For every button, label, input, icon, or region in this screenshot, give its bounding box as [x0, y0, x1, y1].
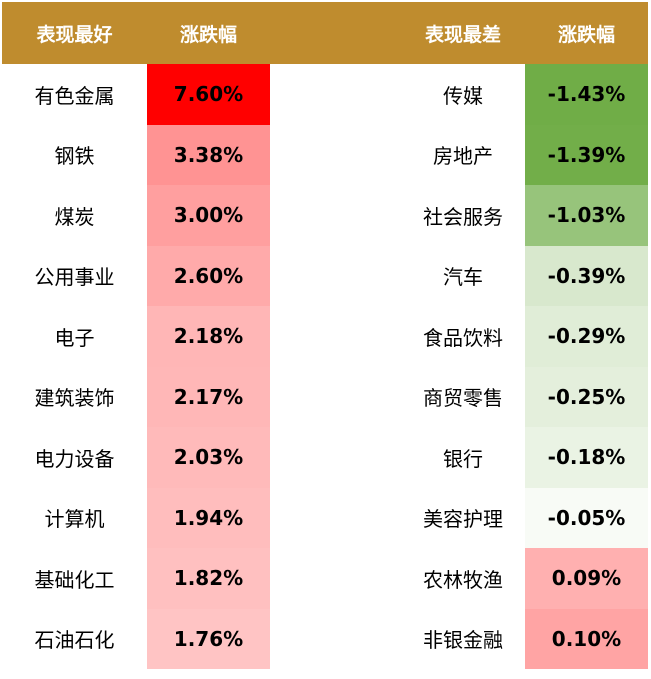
row-spacer	[270, 427, 401, 488]
worst-sector-header: 表现最差	[401, 2, 525, 64]
best-sector-name: 公用事业	[34, 265, 115, 290]
best-sector-name: 电力设备	[34, 446, 115, 471]
row-spacer	[270, 306, 401, 367]
best-sector-change: 3.00%	[147, 185, 270, 246]
row-spacer	[270, 124, 401, 185]
row-spacer	[270, 64, 401, 125]
worst-sector-name: 房地产	[433, 144, 493, 169]
best-sector-change: 2.18%	[147, 306, 270, 367]
table-row: 钢铁 3.38% 房地产 -1.39%	[2, 124, 648, 185]
table-row: 有色金属 7.60% 传媒 -1.43%	[2, 64, 648, 125]
sector-performance-table: 表现最好 涨跌幅 表现最差 涨跌幅 有色金属 7.60% 传媒 -1.43% 钢铁 3.3…	[2, 2, 648, 669]
best-sector-change: 2.03%	[147, 427, 270, 488]
worst-sector-name: 汽车	[443, 265, 483, 290]
worst-sector-name: 社会服务	[423, 204, 503, 229]
table-row: 公用事业 2.60% 汽车 -0.39%	[2, 245, 648, 306]
best-sector-change: 2.17%	[147, 366, 270, 427]
worst-sector-change: -1.43%	[525, 64, 648, 125]
worst-sector-name: 食品饮料	[423, 325, 503, 350]
best-sector-name: 有色金属	[34, 83, 115, 108]
row-spacer	[270, 487, 401, 548]
worst-sector-name: 非银金融	[423, 628, 503, 653]
best-sector-change: 1.76%	[147, 608, 270, 669]
row-spacer	[270, 548, 401, 609]
worst-sector-name: 传媒	[443, 83, 483, 108]
row-spacer	[270, 185, 401, 246]
worst-sector-change: -0.25%	[525, 366, 648, 427]
row-spacer	[270, 608, 401, 669]
table-row: 电力设备 2.03% 银行 -0.18%	[2, 427, 648, 488]
best-sector-name: 钢铁	[54, 144, 95, 169]
table-row: 基础化工 1.82% 农林牧渔 0.09%	[2, 548, 648, 609]
best-sector-change: 1.94%	[147, 487, 270, 548]
best-sector-name: 石油石化	[34, 628, 115, 653]
best-sector-change: 3.38%	[147, 124, 270, 185]
best-sector-name: 基础化工	[34, 567, 115, 592]
worst-sector-name: 银行	[443, 446, 483, 471]
worst-sector-change: -1.03%	[525, 185, 648, 246]
table-row: 煤炭 3.00% 社会服务 -1.03%	[2, 185, 648, 246]
worst-change-header: 涨跌幅	[525, 2, 648, 64]
worst-sector-name: 美容护理	[423, 507, 503, 532]
worst-sector-change: -0.05%	[525, 487, 648, 548]
worst-sector-change: 0.10%	[525, 608, 648, 669]
worst-sector-change: -0.39%	[525, 245, 648, 306]
table-row: 电子 2.18% 食品饮料 -0.29%	[2, 306, 648, 367]
row-spacer	[270, 245, 401, 306]
worst-sector-change: -1.39%	[525, 124, 648, 185]
header-row: 表现最好 涨跌幅 表现最差 涨跌幅	[2, 2, 648, 64]
best-sector-name: 计算机	[44, 507, 105, 532]
best-change-header: 涨跌幅	[147, 2, 270, 64]
worst-sector-change: 0.09%	[525, 548, 648, 609]
best-sector-name: 电子	[54, 325, 95, 350]
header-spacer	[270, 2, 401, 64]
best-sector-name: 煤炭	[54, 204, 95, 229]
worst-sector-name: 农林牧渔	[423, 567, 503, 592]
best-sector-header: 表现最好	[2, 2, 147, 64]
table-row: 石油石化 1.76% 非银金融 0.10%	[2, 608, 648, 669]
worst-sector-change: -0.29%	[525, 306, 648, 367]
best-sector-change: 2.60%	[147, 245, 270, 306]
table-row: 计算机 1.94% 美容护理 -0.05%	[2, 487, 648, 548]
best-sector-change: 7.60%	[147, 64, 270, 125]
row-spacer	[270, 366, 401, 427]
table-row: 建筑装饰 2.17% 商贸零售 -0.25%	[2, 366, 648, 427]
worst-sector-name: 商贸零售	[423, 386, 503, 411]
best-sector-name: 建筑装饰	[34, 386, 115, 411]
best-sector-change: 1.82%	[147, 548, 270, 609]
worst-sector-change: -0.18%	[525, 427, 648, 488]
